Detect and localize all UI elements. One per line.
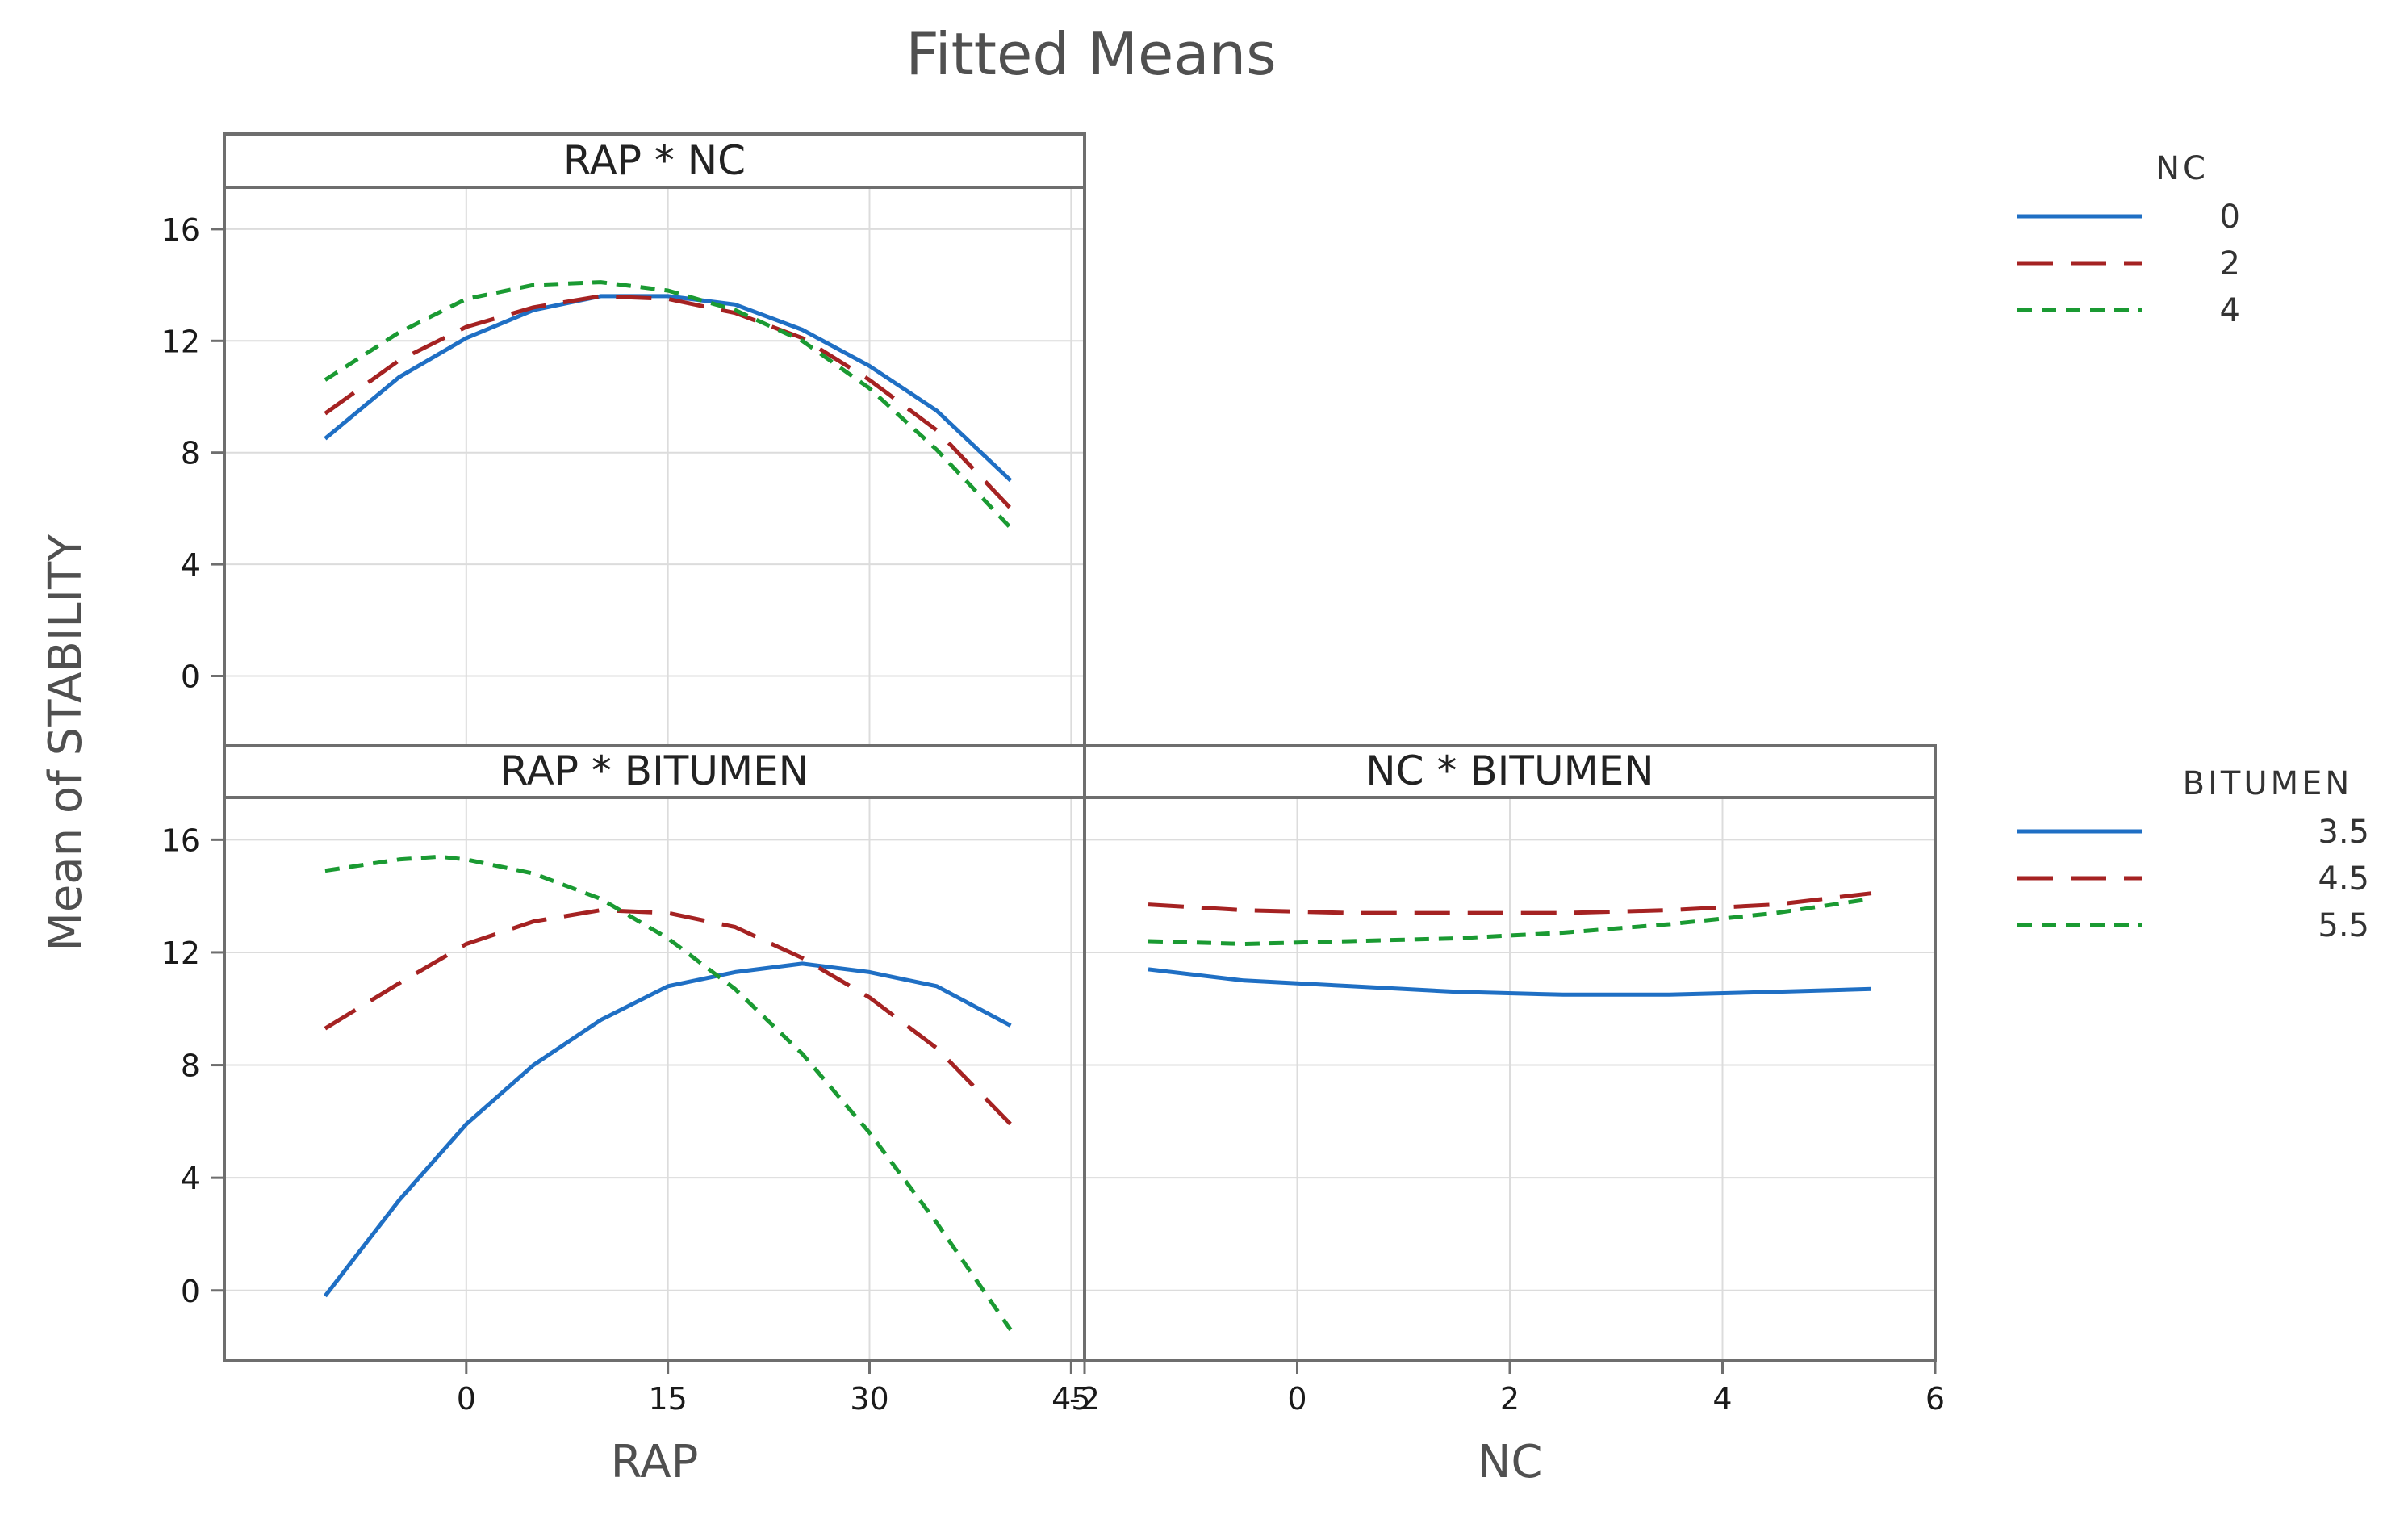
legend-entry-label: 5.5: [2318, 907, 2369, 944]
series-line-rap-nc-2: [324, 294, 1013, 510]
x-tick-label: 30: [850, 1381, 888, 1417]
y-tick-label: 4: [181, 1161, 200, 1196]
y-tick-label: 8: [181, 1049, 200, 1084]
legends-layer: NC 0 2 4 BITUMEN 3.5 4.5 5.5: [2017, 150, 2369, 944]
panel-rap-nc: RAP * NC 16 12 8 4 0: [161, 132, 1086, 747]
x-tick-label: 6: [1925, 1381, 1945, 1417]
panels-layer: RAP * NC 16 12 8 4 0 RAP * BITUMEN 16 12 8 4 0 0 15 30…: [161, 132, 1945, 1488]
x-tick-label: 45: [1051, 1381, 1090, 1417]
x-axis-label-nc-bitumen: NC: [1478, 1436, 1543, 1488]
x-tick-label: 15: [648, 1381, 687, 1417]
strip-label-rap-nc: RAP * NC: [563, 137, 746, 184]
panel-frame: [223, 796, 1086, 1362]
series-line-rap-bitumen-3.5: [323, 961, 1012, 1298]
y-tick-label: 12: [161, 936, 200, 971]
series-line-nc-bitumen-5.5: [1148, 897, 1872, 946]
x-tick-label: -2: [1069, 1381, 1100, 1417]
panel-frame: [223, 186, 1086, 747]
y-tick-label: 16: [161, 212, 200, 248]
x-axis-label-rap-bitumen: RAP: [611, 1436, 699, 1488]
legend-entry-label: 3.5: [2318, 814, 2369, 851]
y-axis-label: Mean of STABILITY: [40, 534, 92, 952]
x-tick-label: 4: [1712, 1381, 1732, 1417]
legend-entry-label: 4: [2220, 292, 2240, 329]
legend-title: BITUMEN: [2183, 765, 2353, 802]
strip-header: [223, 132, 1086, 189]
legend-entry-label: 4.5: [2318, 860, 2369, 898]
x-tick-label: 2: [1500, 1381, 1520, 1417]
series-line-rap-nc-4: [324, 280, 1013, 530]
bitumen-legend: BITUMEN 3.5 4.5 5.5: [2017, 765, 2369, 944]
y-tick-label: 0: [181, 659, 200, 695]
x-tick-label: 0: [457, 1381, 476, 1417]
strip-header: [1083, 744, 1937, 799]
strip-label-nc-bitumen: NC * BITUMEN: [1365, 747, 1653, 794]
legend-entry-label: 0: [2220, 199, 2240, 236]
series-line-rap-bitumen-4.5: [324, 908, 1013, 1126]
y-tick-label: 16: [161, 823, 200, 858]
panel-rap-bitumen: RAP * BITUMEN 16 12 8 4 0 0 15 30 45 RAP: [161, 744, 1091, 1488]
legend-title: NC: [2155, 150, 2209, 187]
series-line-nc-bitumen-4.5: [1148, 891, 1872, 915]
chart-title: Fitted Means: [905, 20, 1276, 88]
series-line-nc-bitumen-3.5: [1148, 967, 1871, 997]
x-tick-label: 0: [1287, 1381, 1306, 1417]
strip-header: [223, 744, 1086, 799]
legend-entry-label: 2: [2220, 245, 2240, 283]
y-tick-label: 4: [181, 547, 200, 583]
series-line-rap-nc-0: [324, 294, 1013, 483]
y-tick-label: 12: [161, 324, 200, 359]
panel-nc-bitumen: NC * BITUMEN -2 0 2 4 6 NC: [1069, 744, 1945, 1488]
strip-label-rap-bitumen: RAP * BITUMEN: [500, 747, 809, 794]
y-tick-label: 0: [181, 1274, 200, 1309]
y-tick-label: 8: [181, 436, 200, 471]
nc-legend: NC 0 2 4: [2017, 150, 2240, 329]
series-line-rap-bitumen-5.5: [324, 854, 1013, 1332]
